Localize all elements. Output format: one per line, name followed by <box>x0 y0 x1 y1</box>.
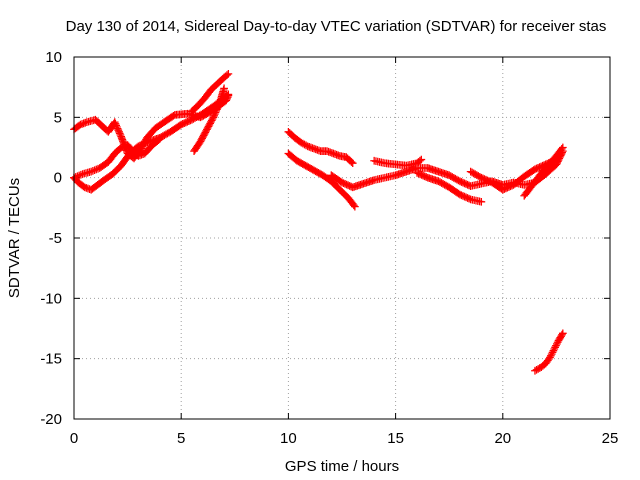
data-point-fill <box>347 158 356 166</box>
y-tick-label: -10 <box>40 290 62 307</box>
y-tick-label: 5 <box>54 109 62 126</box>
data-point-fill <box>416 156 424 165</box>
data-point <box>155 135 164 143</box>
data-point <box>477 197 486 206</box>
data-point-fill <box>557 145 566 153</box>
data-point <box>351 202 359 211</box>
data-point-fill <box>223 71 231 79</box>
data-point-fill <box>223 91 231 100</box>
x-axis-label: GPS time / hours <box>285 458 399 475</box>
x-tick-label: 25 <box>602 430 619 447</box>
data-point <box>558 329 567 338</box>
y-tick-label: 10 <box>45 49 62 66</box>
y-tick-label: -15 <box>40 351 62 368</box>
y-tick-label: 0 <box>54 170 62 187</box>
x-tick-label: 0 <box>70 430 78 447</box>
data-point <box>220 84 228 93</box>
data-point <box>224 70 233 78</box>
data-points <box>70 70 567 375</box>
data-point <box>348 159 357 168</box>
x-tick-label: 15 <box>387 430 404 447</box>
grid-lines <box>74 57 610 419</box>
data-point-fill <box>558 330 566 339</box>
data-point <box>417 155 426 164</box>
y-tick-label: -20 <box>40 411 62 428</box>
data-point-fill <box>154 136 163 144</box>
data-point <box>558 143 567 152</box>
data-point-fill <box>169 111 178 120</box>
plot-frame <box>73 56 611 420</box>
y-tick-label: -5 <box>49 230 62 247</box>
axes: 0 5 10 15 20 25 -20 -15 -10 -5 0 5 10 <box>40 49 618 447</box>
x-tick-label: 20 <box>494 430 511 447</box>
y-axis-label: SDTVAR / TECUs <box>6 178 23 298</box>
x-tick-label: 10 <box>280 430 297 447</box>
data-point-fill <box>349 201 358 210</box>
x-tick-label: 5 <box>177 430 185 447</box>
data-point <box>224 90 233 99</box>
chart-title: Day 130 of 2014, Sidereal Day-to-day VTE… <box>66 18 607 35</box>
